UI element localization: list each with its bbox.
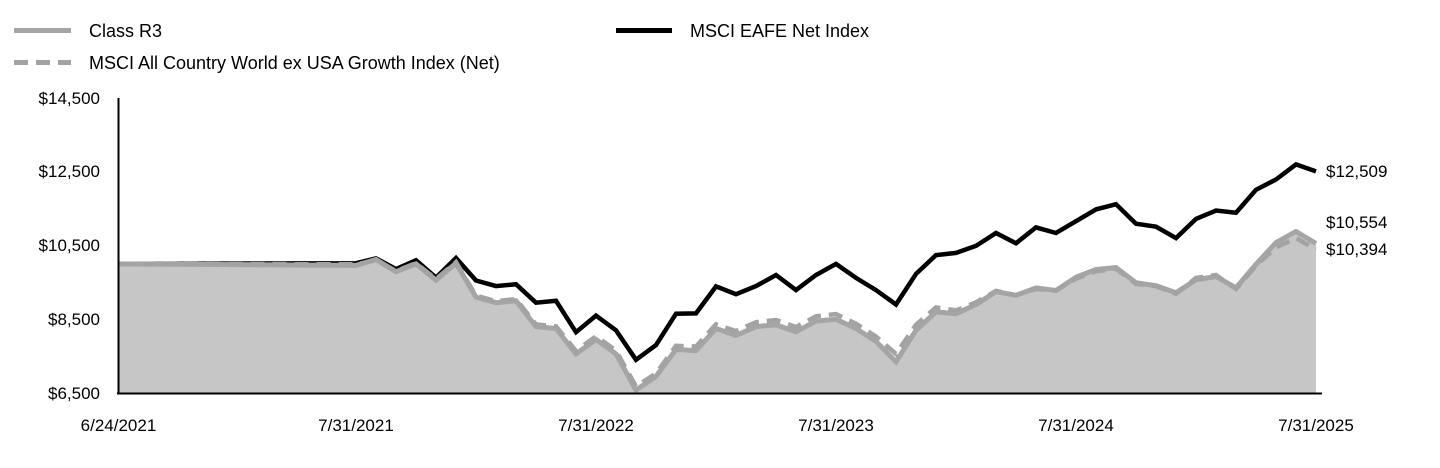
acwi-growth-line	[118, 235, 1318, 390]
msci-eafe-line	[118, 161, 1317, 363]
y-tick-label: $8,500	[48, 309, 100, 329]
msci-eafe-legend-swatch	[616, 28, 672, 33]
x-tick-label: 7/31/2021	[318, 416, 394, 435]
class-r3-area-fill	[118, 231, 1316, 394]
acwi-growth-legend-swatch	[14, 60, 71, 65]
legend-label-acwi-growth: MSCI All Country World ex USA Growth Ind…	[89, 53, 500, 73]
x-tick-label: 6/24/2021	[80, 416, 157, 435]
class-r3-end-label: $10,554	[1326, 212, 1388, 232]
x-tick-label: 7/31/2022	[558, 416, 634, 435]
y-tick-label: $12,500	[38, 162, 100, 182]
legend-label-class-r3: Class R3	[89, 21, 163, 41]
x-tick-label: 7/31/2025	[1278, 416, 1354, 435]
msci-eafe-end-label: $12,509	[1326, 161, 1388, 181]
x-tick-label: 7/31/2023	[798, 416, 874, 435]
y-tick-label: $6,500	[48, 383, 100, 403]
y-tick-label: $14,500	[38, 88, 100, 108]
legend-label-msci-eafe: MSCI EAFE Net Index	[690, 21, 870, 41]
y-tick-label: $10,500	[38, 236, 100, 255]
acwi-growth-end-label: $10,394	[1326, 239, 1388, 259]
class-r3-legend-swatch	[14, 28, 71, 33]
x-tick-label: 7/31/2024	[1038, 416, 1114, 435]
